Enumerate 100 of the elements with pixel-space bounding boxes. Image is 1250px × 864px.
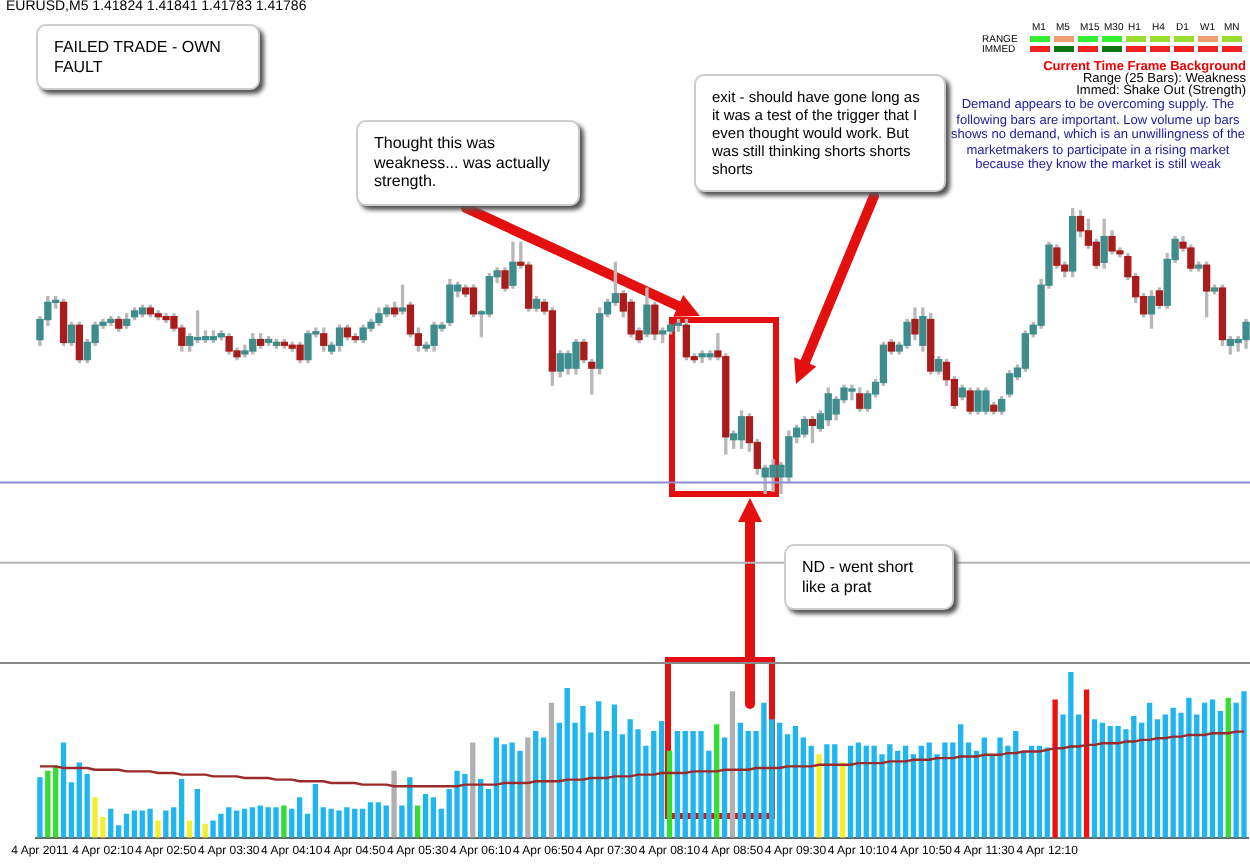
bar bbox=[816, 754, 822, 838]
bar bbox=[359, 808, 366, 838]
bar bbox=[391, 770, 397, 838]
bar bbox=[1013, 730, 1019, 838]
bar bbox=[241, 808, 248, 838]
bar bbox=[674, 730, 681, 838]
bar bbox=[76, 762, 82, 838]
bar bbox=[1170, 707, 1176, 838]
bar bbox=[328, 808, 334, 838]
bar bbox=[682, 730, 688, 838]
bar bbox=[761, 702, 767, 838]
bar bbox=[808, 745, 814, 838]
callout-box: ND - went short like a prat bbox=[784, 544, 954, 611]
bar bbox=[139, 810, 145, 838]
bar bbox=[422, 793, 429, 838]
bar bbox=[178, 778, 185, 838]
bar bbox=[1146, 702, 1153, 838]
bar bbox=[839, 762, 846, 838]
bar bbox=[1115, 725, 1121, 838]
bar bbox=[533, 730, 539, 838]
bar bbox=[352, 808, 358, 838]
bar bbox=[1036, 745, 1043, 838]
bar bbox=[1099, 722, 1106, 838]
bar bbox=[281, 805, 287, 838]
bar bbox=[525, 737, 531, 838]
bar bbox=[627, 719, 633, 838]
bar bbox=[210, 820, 216, 838]
bar bbox=[407, 777, 413, 838]
bar bbox=[234, 810, 240, 838]
bar bbox=[383, 805, 389, 838]
bar bbox=[658, 721, 665, 838]
bar bbox=[540, 737, 547, 838]
bar bbox=[714, 724, 720, 838]
bar bbox=[108, 808, 114, 838]
callout-box: Thought this was weakness... was actually strength. bbox=[356, 120, 580, 206]
bar bbox=[60, 742, 67, 838]
bar bbox=[131, 810, 138, 838]
bar bbox=[981, 737, 987, 838]
bar bbox=[611, 704, 618, 838]
bar bbox=[942, 742, 948, 838]
bar bbox=[910, 754, 917, 838]
bar bbox=[53, 765, 59, 838]
bar bbox=[226, 807, 232, 838]
bar bbox=[501, 744, 507, 838]
bar bbox=[1241, 691, 1247, 838]
bar bbox=[37, 777, 43, 838]
bar bbox=[1225, 697, 1231, 838]
bar bbox=[824, 744, 830, 838]
bar bbox=[336, 810, 342, 838]
bar bbox=[792, 725, 799, 838]
bar bbox=[415, 805, 421, 838]
bar bbox=[92, 797, 98, 838]
bar bbox=[462, 774, 468, 838]
bar bbox=[580, 706, 586, 838]
bar bbox=[273, 807, 279, 838]
bar bbox=[690, 730, 696, 838]
bar bbox=[1131, 716, 1137, 838]
bar bbox=[958, 724, 964, 838]
bar bbox=[123, 813, 130, 838]
bar bbox=[312, 783, 319, 838]
bar bbox=[548, 702, 555, 838]
callout-box: FAILED TRADE - OWN FAULT bbox=[36, 24, 260, 91]
bar bbox=[745, 730, 751, 838]
bar bbox=[1162, 714, 1168, 838]
bar bbox=[454, 770, 460, 838]
bar bbox=[564, 687, 570, 838]
bar bbox=[470, 742, 476, 838]
bar bbox=[666, 750, 673, 838]
bar bbox=[863, 745, 869, 838]
bar bbox=[344, 807, 350, 838]
bar bbox=[1044, 747, 1050, 838]
bar bbox=[430, 797, 437, 838]
bar bbox=[493, 737, 500, 838]
bar bbox=[509, 742, 515, 838]
bar bbox=[1028, 745, 1035, 838]
bar bbox=[186, 820, 193, 838]
bar bbox=[147, 808, 153, 838]
bar bbox=[1186, 697, 1192, 838]
bar bbox=[1091, 719, 1098, 838]
bar bbox=[517, 750, 523, 838]
bar bbox=[698, 730, 704, 838]
bar bbox=[895, 750, 901, 838]
bar bbox=[832, 744, 838, 838]
bar bbox=[1083, 689, 1090, 838]
bar bbox=[375, 802, 381, 838]
bar bbox=[249, 807, 256, 838]
bar bbox=[887, 744, 893, 838]
bar bbox=[918, 745, 924, 838]
bar bbox=[194, 788, 200, 838]
bar bbox=[265, 807, 271, 838]
bar bbox=[1052, 699, 1058, 838]
bar bbox=[847, 745, 854, 838]
bar bbox=[871, 745, 877, 838]
bar bbox=[721, 737, 728, 838]
bar bbox=[1201, 702, 1208, 838]
bar bbox=[367, 802, 374, 838]
bar bbox=[596, 701, 602, 838]
bar bbox=[218, 813, 224, 838]
bar bbox=[997, 737, 1003, 838]
bar bbox=[1209, 699, 1216, 838]
